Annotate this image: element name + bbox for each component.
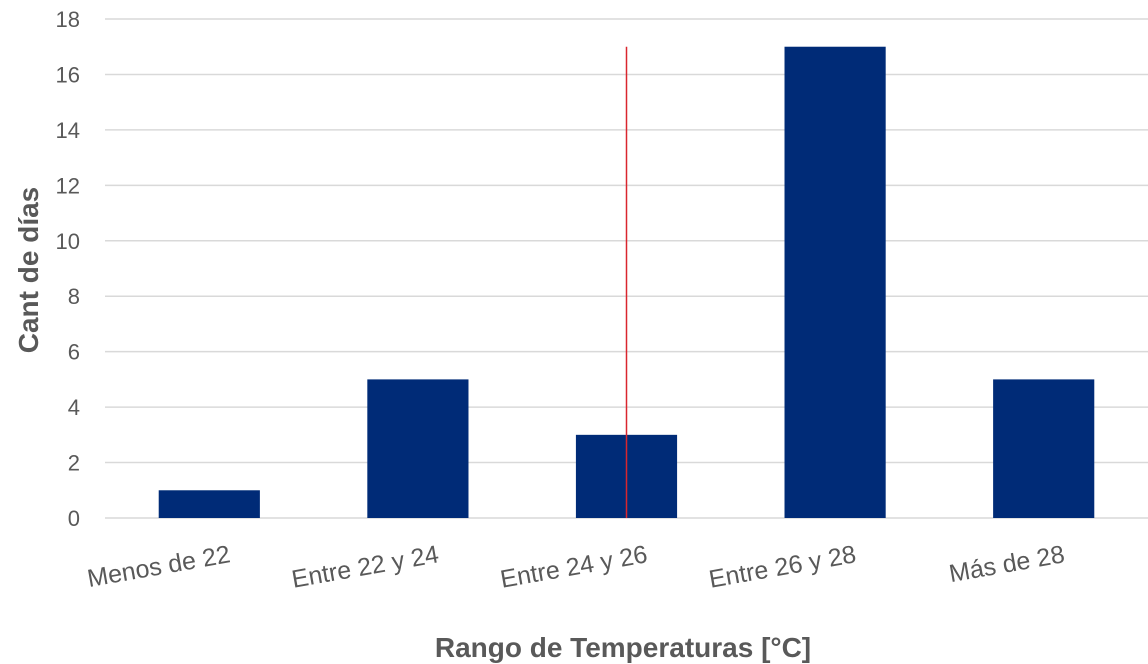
- x-tick-label-5: Más de 28: [947, 540, 1067, 588]
- y-tick-label-12: 12: [56, 173, 80, 198]
- y-tick-label-4: 4: [68, 395, 80, 420]
- x-tick-label-4: Entre 26 y 28: [707, 540, 858, 593]
- y-tick-label-2: 2: [68, 451, 80, 476]
- y-axis-title: Cant de días: [13, 187, 44, 353]
- x-tick-label-1: Menos de 22: [85, 540, 232, 593]
- bar-4: [784, 46, 886, 518]
- x-tick-label-3: Entre 24 y 26: [498, 540, 649, 593]
- y-tick-label-18: 18: [56, 7, 80, 32]
- bar-1: [158, 490, 260, 518]
- y-tick-label-8: 8: [68, 284, 80, 309]
- y-tick-labels: 0 2 4 6 8 10 12 14 16 18: [56, 7, 80, 531]
- y-tick-label-14: 14: [56, 118, 80, 143]
- bar-5: [993, 379, 1095, 518]
- x-tick-labels: Menos de 22 Entre 22 y 24 Entre 24 y 26 Ent…: [85, 540, 1067, 593]
- x-axis-title: Rango de Temperaturas [°C]: [435, 632, 811, 663]
- y-tick-label-16: 16: [56, 62, 80, 87]
- y-tick-label-0: 0: [68, 506, 80, 531]
- x-tick-label-2: Entre 22 y 24: [290, 540, 441, 593]
- y-tick-label-10: 10: [56, 229, 80, 254]
- y-tick-label-6: 6: [68, 340, 80, 365]
- bar-2: [367, 379, 469, 518]
